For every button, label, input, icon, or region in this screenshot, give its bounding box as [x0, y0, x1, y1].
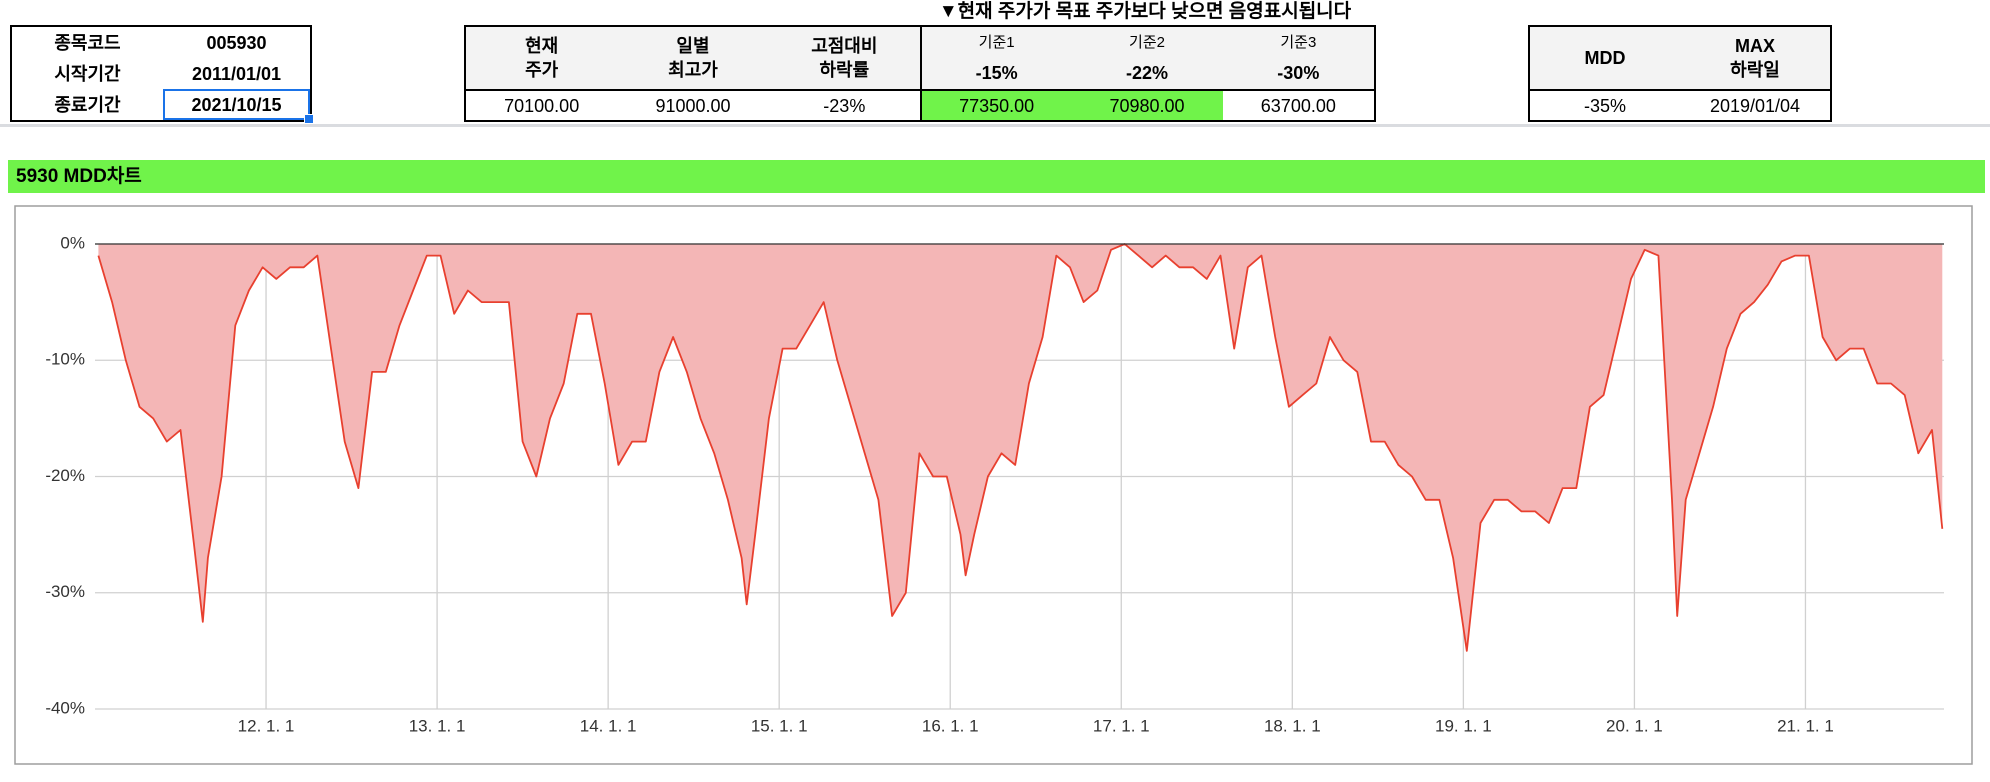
criteria-rate: -22%	[1125, 63, 1168, 83]
price-value: 70100.00	[504, 95, 580, 116]
price-value: -23%	[823, 95, 866, 116]
header-line: 고점대비	[811, 36, 878, 56]
price-value: 77350.00	[919, 91, 1072, 120]
info-value: 005930	[206, 32, 267, 53]
x-tick-label: 12. 1. 1	[238, 716, 295, 735]
header-line: 하락률	[819, 60, 870, 80]
y-tick-label: -30%	[45, 582, 85, 601]
x-tick-label: 17. 1. 1	[1093, 716, 1150, 735]
info-label: 시작기간	[54, 63, 121, 84]
x-tick-label: 14. 1. 1	[580, 716, 637, 735]
header-line: 일별	[676, 36, 710, 56]
x-tick-label: 19. 1. 1	[1435, 716, 1492, 735]
info-label: 종목코드	[54, 32, 121, 53]
info-value: 2011/01/01	[191, 63, 282, 84]
x-tick-label: 15. 1. 1	[751, 716, 808, 735]
y-tick-label: -10%	[45, 350, 85, 369]
area	[98, 244, 1943, 651]
criteria-name: 기준3	[1280, 34, 1317, 51]
info-label: 종료기간	[54, 94, 121, 115]
table-note: ▼현재 주가가 목표 주가보다 낮으면 음영표시됩니다^^	[938, 1, 1352, 46]
criteria-header: 기준3 -30%	[1222, 27, 1374, 91]
criteria-rate: -15%	[975, 63, 1018, 83]
y-tick-label: -20%	[45, 466, 85, 485]
header-line: MDD	[1584, 48, 1626, 68]
mdd-value: 2019/01/04	[1709, 95, 1801, 116]
mdd-value: -35%	[1583, 95, 1627, 116]
header-line: MAX	[1735, 36, 1775, 56]
price-value: 91000.00	[655, 95, 731, 116]
x-tick-label: 18. 1. 1	[1264, 716, 1321, 735]
criteria-header: 기준1 -15%	[919, 27, 1072, 91]
selection-handle	[304, 114, 314, 124]
header-line: 현재	[525, 36, 559, 56]
header-line: 주가	[525, 60, 559, 80]
line	[97, 243, 1944, 652]
price-value: 70980.00	[1071, 91, 1223, 120]
price-value: 63700.00	[1260, 95, 1336, 116]
x-tick-label: 13. 1. 1	[409, 716, 466, 735]
chart-title: 5930 MDD차트	[8, 160, 1985, 193]
y-tick-label: -40%	[45, 698, 85, 717]
price-table: 현재 주가 일별 최고가 고점대비 하락률 기준1 -15% 기준2 -22% 기준3 -30% 701…	[464, 25, 1376, 122]
criteria-name: 기준2	[1129, 34, 1165, 51]
info-value: 2021/10/15	[163, 89, 314, 124]
info-table: 종목코드 005930 시작기간 2011/01/01 종료기간 2021/10/15	[10, 25, 314, 124]
criteria-rate: -30%	[1277, 63, 1320, 83]
header-line: 하락일	[1730, 60, 1780, 80]
frozen-row-divider	[0, 124, 1990, 127]
x-tick-label: 16. 1. 1	[922, 716, 979, 735]
column-header: MDD	[1530, 27, 1680, 91]
column-header: MAX 하락일	[1680, 27, 1830, 91]
criteria-name: 기준1	[978, 34, 1015, 51]
header-line: 최고가	[668, 60, 718, 80]
x-tick-label: 21. 1. 1	[1777, 716, 1834, 735]
y-tick-label: 0%	[60, 233, 85, 252]
mdd-table: MDD MAX 하락일 -35% 2019/01/04	[1528, 25, 1832, 122]
x-tick-label: 20. 1. 1	[1606, 716, 1663, 735]
criteria-header: 기준2 -22%	[1071, 27, 1223, 91]
